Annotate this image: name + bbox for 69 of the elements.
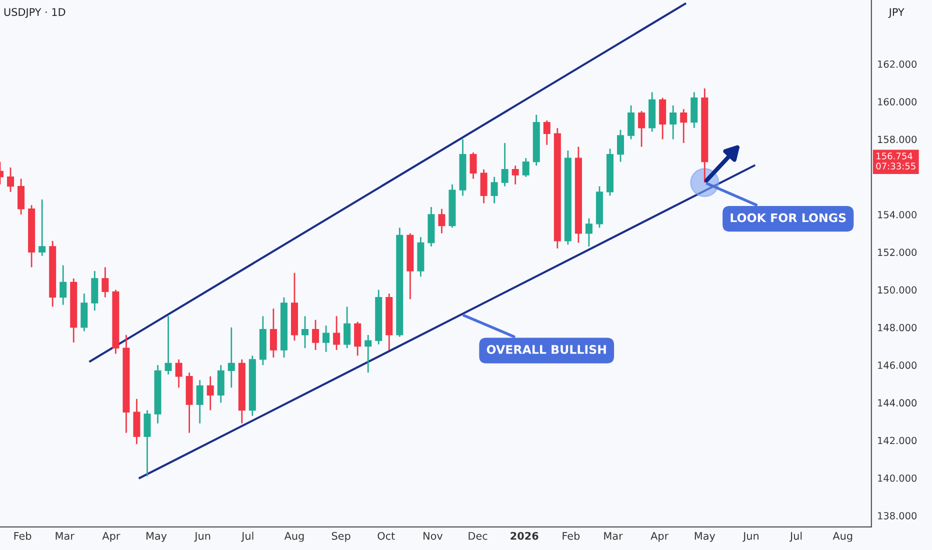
candlestick (175, 358, 182, 388)
candlestick (438, 208, 446, 234)
x-tick-label: May (146, 532, 167, 542)
candlestick (512, 164, 519, 186)
x-tick-label: Feb (14, 532, 32, 540)
candlestick (270, 308, 277, 358)
candlestick (301, 315, 308, 349)
candlestick (196, 379, 204, 424)
y-tick-label: 148.000 (878, 324, 917, 332)
x-tick-label: Apr (102, 532, 120, 542)
candlestick (522, 157, 530, 178)
x-tick-label: May (694, 532, 716, 542)
y-tick-label: 152.000 (878, 248, 917, 256)
x-tick-label: Aug (832, 532, 852, 542)
candlestick (354, 321, 362, 356)
y-axis-title: JPY (888, 8, 904, 18)
text: USDJPY · 1D (4, 8, 66, 18)
y-tick-label: 140.000 (878, 474, 917, 482)
x-tick-label: Mar (56, 532, 74, 540)
candlestick (543, 120, 550, 146)
x-tick-label: Oct (378, 532, 395, 540)
text: 156.754 07:33:55 (876, 152, 916, 170)
y-tick-label: 160.000 (878, 98, 917, 106)
y-tick-label: 142.000 (878, 436, 917, 444)
candlestick (490, 176, 498, 204)
candlestick (617, 129, 624, 163)
y-tick-label: 158.000 (878, 136, 917, 144)
x-tick-label: Sep (332, 532, 350, 542)
candlestick (585, 218, 592, 248)
candlestick (144, 410, 151, 477)
candlestick (344, 306, 351, 349)
y-tick-label: 144.000 (878, 399, 917, 407)
candlestick (470, 152, 477, 180)
candlestick (638, 110, 646, 148)
x-tick-label: Jul (241, 532, 254, 542)
x-tick-label: Jun (194, 532, 210, 542)
x-tick-label: Nov (424, 532, 443, 540)
candlestick (628, 104, 635, 140)
annotation: LOOK FOR LONGS (730, 213, 846, 222)
y-tick-label: 154.000 (878, 211, 917, 218)
candlestick (364, 334, 372, 374)
candlestick (333, 315, 340, 351)
candlestick (501, 142, 508, 187)
candlestick (7, 166, 14, 193)
candlestick (228, 326, 235, 388)
x-tick-label: Dec (468, 532, 488, 540)
candlestick (206, 376, 214, 411)
y-tick-label: 146.000 (878, 362, 917, 369)
candlestick (38, 198, 46, 257)
y-tick-label: 162.000 (878, 60, 917, 68)
x-tick-label: 2026 (510, 532, 538, 540)
candlestick (312, 319, 320, 351)
x-tick-label: Mar (604, 532, 623, 540)
candlestick (322, 324, 330, 353)
candlestick (680, 108, 688, 144)
candlestick (18, 178, 25, 216)
candlestick (480, 168, 488, 204)
x-tick-label: Apr (650, 532, 669, 542)
candlestick (670, 104, 677, 140)
y-tick-label: 138.000 (878, 512, 917, 520)
x-tick-label: Feb (562, 532, 580, 540)
x-tick-label: Jun (742, 532, 758, 542)
candlestick (102, 266, 109, 298)
candlestick (60, 264, 67, 306)
annotation: OVERALL BULLISH (486, 345, 606, 354)
candlestick (164, 315, 172, 376)
x-tick-label: Aug (284, 532, 304, 542)
x-tick-label: Jul (789, 532, 802, 542)
y-tick-label: 150.000 (878, 286, 917, 294)
